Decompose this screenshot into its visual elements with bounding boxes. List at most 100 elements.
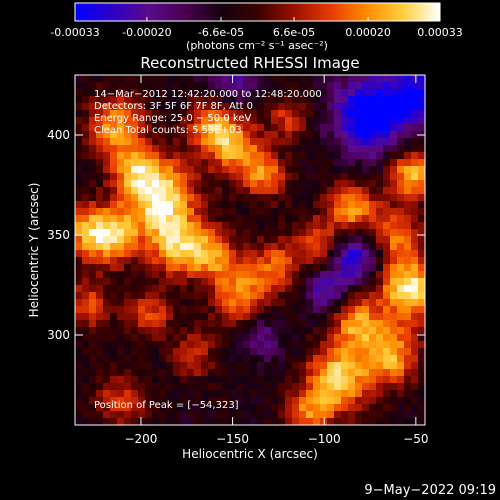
heatmap-cell xyxy=(383,152,391,160)
heatmap-cell xyxy=(411,327,419,335)
heatmap-cell xyxy=(201,145,209,153)
heatmap-cell xyxy=(320,236,328,244)
heatmap-cell xyxy=(348,173,356,181)
heatmap-cell xyxy=(222,362,230,370)
heatmap-cell xyxy=(173,264,181,272)
heatmap-cell xyxy=(75,96,83,104)
heatmap-cell xyxy=(341,306,349,314)
heatmap-cell xyxy=(243,341,251,349)
heatmap-cell xyxy=(327,334,335,342)
heatmap-cell xyxy=(124,180,132,188)
heatmap-cell xyxy=(187,397,195,405)
heatmap-cell xyxy=(397,397,405,405)
heatmap-cell xyxy=(320,166,328,174)
heatmap-cell xyxy=(96,362,104,370)
heatmap-cell xyxy=(152,103,160,111)
heatmap-cell xyxy=(257,117,265,125)
heatmap-cell xyxy=(418,390,425,398)
heatmap-cell xyxy=(418,306,425,314)
heatmap-cell xyxy=(145,264,153,272)
heatmap-cell xyxy=(89,341,97,349)
heatmap-cell xyxy=(138,89,146,97)
heatmap-cell xyxy=(411,383,419,391)
heatmap-cell xyxy=(341,355,349,363)
heatmap-cell xyxy=(376,376,384,384)
heatmap-cell xyxy=(369,355,377,363)
heatmap-cell xyxy=(75,257,83,265)
heatmap-cell xyxy=(159,348,167,356)
heatmap-cell xyxy=(397,257,405,265)
heatmap-cell xyxy=(278,159,286,167)
heatmap-cell xyxy=(362,418,370,425)
heatmap-cell xyxy=(201,369,209,377)
heatmap-cell xyxy=(264,264,272,272)
heatmap-cell xyxy=(208,320,216,328)
heatmap-cell xyxy=(355,138,363,146)
heatmap-cell xyxy=(103,89,111,97)
heatmap-cell xyxy=(138,264,146,272)
heatmap-cell xyxy=(180,173,188,181)
heatmap-cell xyxy=(320,89,328,97)
heatmap-cell xyxy=(82,313,90,321)
plot-frame xyxy=(74,74,426,426)
heatmap-cell xyxy=(131,208,139,216)
heatmap-cell xyxy=(152,383,160,391)
heatmap-cell xyxy=(418,103,425,111)
heatmap-cell xyxy=(348,320,356,328)
colorbar-tick-label: -0.00020 xyxy=(122,26,171,39)
heatmap-cell xyxy=(215,397,223,405)
heatmap-cell xyxy=(208,117,216,125)
heatmap-cell xyxy=(257,222,265,230)
heatmap-cell xyxy=(145,397,153,405)
heatmap-cell xyxy=(355,376,363,384)
heatmap-cell xyxy=(138,390,146,398)
heatmap-cell xyxy=(355,166,363,174)
heatmap-cell xyxy=(285,313,293,321)
heatmap-cell xyxy=(75,390,83,398)
heatmap-cell xyxy=(117,138,125,146)
heatmap-cell xyxy=(285,278,293,286)
heatmap-cell xyxy=(145,89,153,97)
heatmap-cell xyxy=(390,194,398,202)
heatmap-cell xyxy=(397,341,405,349)
heatmap-cell xyxy=(299,376,307,384)
heatmap-cell xyxy=(250,250,258,258)
heatmap-cell xyxy=(397,383,405,391)
heatmap-cell xyxy=(299,383,307,391)
heatmap-cell xyxy=(201,208,209,216)
heatmap-cell xyxy=(208,82,216,90)
heatmap-cell xyxy=(376,390,384,398)
heatmap-cell xyxy=(215,110,223,118)
heatmap-cell xyxy=(348,285,356,293)
heatmap-cell xyxy=(215,376,223,384)
heatmap-cell xyxy=(278,341,286,349)
heatmap-cell xyxy=(117,117,125,125)
heatmap-cell xyxy=(180,271,188,279)
heatmap-cell xyxy=(411,166,419,174)
heatmap-cell xyxy=(187,208,195,216)
heatmap-cell xyxy=(313,257,321,265)
heatmap-cell xyxy=(159,124,167,132)
heatmap-cell xyxy=(236,117,244,125)
heatmap-cell xyxy=(320,299,328,307)
heatmap-cell xyxy=(278,194,286,202)
heatmap-cell xyxy=(194,236,202,244)
heatmap-cell xyxy=(215,131,223,139)
heatmap-cell xyxy=(306,264,314,272)
heatmap-cell xyxy=(404,173,412,181)
heatmap-cell xyxy=(390,173,398,181)
heatmap-cell xyxy=(110,173,118,181)
heatmap-cell xyxy=(292,215,300,223)
heatmap-cell xyxy=(250,215,258,223)
heatmap-cell xyxy=(306,257,314,265)
heatmap-cell xyxy=(117,166,125,174)
heatmap-cell xyxy=(131,390,139,398)
heatmap-cell xyxy=(383,257,391,265)
heatmap-cell xyxy=(194,180,202,188)
heatmap-cell xyxy=(271,187,279,195)
heatmap-cell xyxy=(355,110,363,118)
heatmap-cell xyxy=(194,103,202,111)
heatmap-cell xyxy=(159,131,167,139)
heatmap-cell xyxy=(187,257,195,265)
heatmap-cell xyxy=(397,194,405,202)
